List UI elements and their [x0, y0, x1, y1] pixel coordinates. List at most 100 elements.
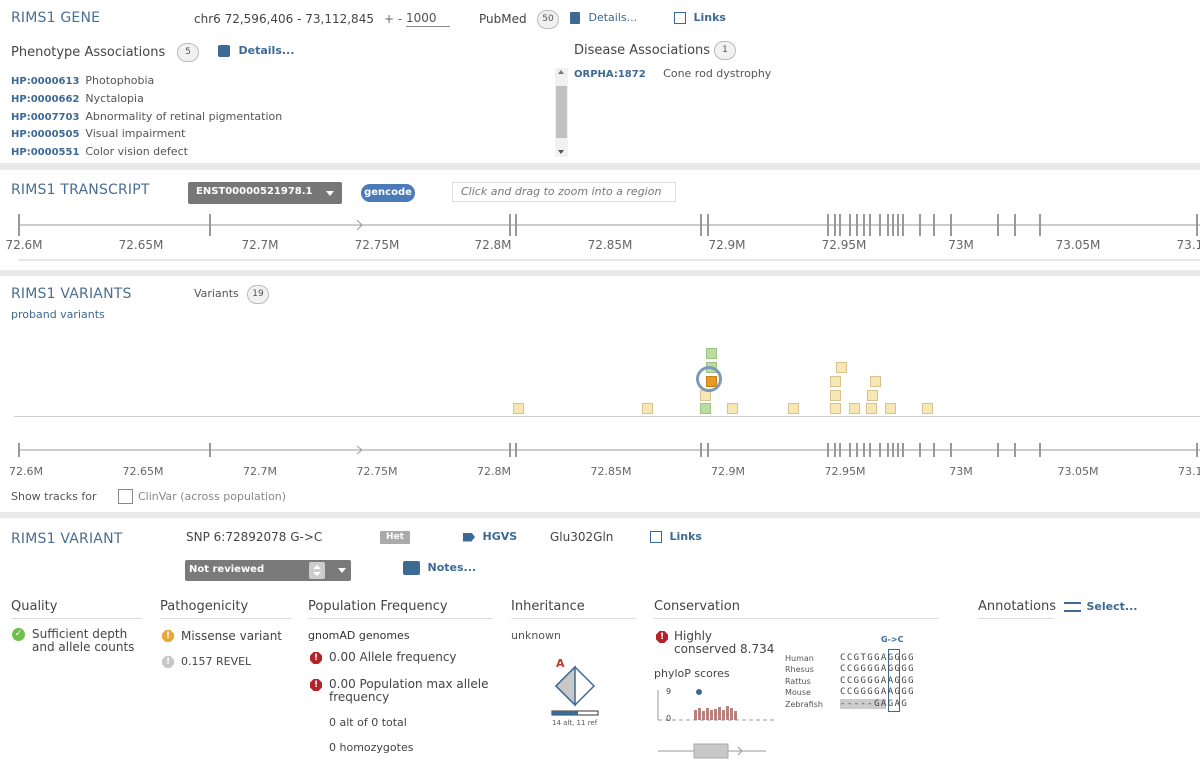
exon-marks: [18, 443, 1198, 457]
list-check-icon: [1064, 602, 1081, 612]
phylop-max: 9: [666, 687, 672, 696]
divider: [978, 618, 1054, 619]
disease-title: Disease Associations: [574, 43, 711, 58]
gene-region: chr6 72,596,406 - 73,112,845: [194, 12, 374, 26]
annotations-select-button[interactable]: Select...: [1064, 600, 1137, 613]
clinvar-checkbox[interactable]: [118, 489, 133, 504]
hgvs-button[interactable]: HGVS: [463, 530, 517, 543]
transcript-track[interactable]: [0, 200, 1200, 280]
person-card-icon: [218, 45, 230, 57]
phenotype-item[interactable]: HP:0000662 Nyctalopia: [11, 92, 144, 105]
axis-tick: 72.65M: [118, 238, 164, 252]
phenotype-scrollbar[interactable]: [555, 68, 568, 157]
phenotype-item[interactable]: HP:0000505 Visual impairment: [11, 127, 186, 140]
external-link-icon: [674, 12, 686, 24]
hgvs-label: HGVS: [482, 530, 518, 543]
pedigree-letter: A: [556, 657, 565, 670]
scroll-up-arrow[interactable]: [558, 70, 564, 74]
alignment-seq: CCGGGGAGGGG: [840, 664, 916, 674]
pubmed-count-badge[interactable]: 50: [537, 10, 559, 29]
variant-marker[interactable]: [642, 403, 653, 414]
transcript-select[interactable]: ENST00000521978.1: [188, 182, 342, 204]
review-status-select[interactable]: Not reviewed: [185, 560, 351, 581]
scroll-down-arrow[interactable]: [558, 150, 564, 154]
variant-links-button[interactable]: Links: [650, 530, 702, 543]
variant-marker[interactable]: [830, 376, 841, 387]
annotations-select-label: Select...: [1086, 600, 1138, 613]
phenotype-count-badge: 5: [177, 43, 199, 62]
quality-text-2: and allele counts: [32, 640, 135, 654]
variant-marker[interactable]: [849, 403, 860, 414]
phenotype-details-button[interactable]: Details...: [218, 44, 294, 57]
variant-marker[interactable]: [706, 348, 717, 359]
divider: [511, 618, 636, 619]
variant-marker[interactable]: [870, 376, 881, 387]
variant-marker[interactable]: [830, 390, 841, 401]
variant-marker[interactable]: [727, 403, 738, 414]
axis-tick: 73.1M: [1178, 465, 1200, 478]
phenotype-item[interactable]: HP:0000551 Color vision defect: [11, 145, 188, 158]
variant-marker[interactable]: [836, 362, 847, 373]
phylop-bars: [694, 706, 737, 720]
scroll-thumb[interactable]: [556, 86, 567, 138]
revel-score: 0.157 REVEL: [181, 655, 252, 668]
alignment-seq: CCGGGGAAGGG: [840, 676, 916, 686]
popmax-alert-icon: !: [310, 678, 322, 691]
pop-alt-total: 0 alt of 0 total: [329, 716, 407, 729]
phylop-current-dot: [696, 689, 702, 695]
variants-count-badge: 19: [247, 285, 269, 304]
variants-panel: RIMS1 VARIANTS Variants 19 proband varia…: [0, 276, 1200, 512]
zoom-hint: Click and drag to zoom into a region: [452, 182, 676, 202]
axis-tick: 73M: [948, 238, 974, 252]
variant-marker[interactable]: [885, 403, 896, 414]
show-tracks-label: Show tracks for: [11, 490, 97, 503]
clinvar-label[interactable]: ClinVar (across population): [138, 490, 287, 503]
alignment-seq: CCGGGGAAGGG: [840, 687, 916, 697]
axis-tick: 72.7M: [243, 465, 277, 478]
disease-item[interactable]: ORPHA:1872 Cone rod dystrophy: [574, 67, 772, 80]
axis-tick: 72.7M: [241, 238, 279, 252]
pop-source: gnomAD genomes: [308, 629, 410, 642]
axis-tick: 72.95M: [821, 238, 867, 252]
selected-variant-ring: [696, 366, 722, 392]
variant-marker[interactable]: [866, 403, 877, 414]
axis-tick: 73.1M: [1176, 238, 1200, 252]
notes-button[interactable]: Notes...: [403, 561, 476, 575]
variant-marker[interactable]: [700, 403, 711, 414]
axis-tick: 72.6M: [5, 238, 43, 252]
variant-description: SNP 6:72892078 G->C: [186, 530, 323, 544]
revel-alert-icon: !: [162, 655, 174, 668]
variant-marker[interactable]: [922, 403, 933, 414]
variant-marker[interactable]: [788, 403, 799, 414]
gene-mini-track: [658, 743, 766, 759]
variant-marker[interactable]: [830, 403, 841, 414]
gene-links-label: Links: [693, 11, 726, 24]
exon-marks: [18, 214, 1198, 236]
chevron-down-icon: [326, 191, 334, 196]
alignment-seq: -----GAGAG: [840, 699, 909, 709]
gene-title: RIMS1 GENE: [11, 10, 101, 26]
variants-subtitle: proband variants: [11, 308, 105, 321]
gene-details-button[interactable]: Details...: [570, 11, 637, 24]
divider: [308, 618, 493, 619]
phenotype-item[interactable]: HP:0000613 Photophobia: [11, 74, 155, 87]
strand-arrow-icon: [356, 219, 363, 231]
variant-marker[interactable]: [867, 390, 878, 401]
conservation-header: Conservation: [654, 599, 740, 614]
phenotype-title: Phenotype Associations: [11, 45, 166, 60]
alignment-header: G->C: [881, 635, 904, 644]
phylop-min: 0: [666, 714, 672, 723]
variants-gene-track[interactable]: [0, 436, 1200, 466]
divider: [160, 618, 291, 619]
gene-pad-input[interactable]: 1000: [406, 11, 450, 27]
stepper-icon[interactable]: [309, 562, 325, 579]
pedigree-diagram: [551, 665, 599, 716]
phenotype-item[interactable]: HP:0007703 Abnormality of retinal pigment…: [11, 110, 283, 123]
variant-links-label: Links: [669, 530, 702, 543]
axis-tick: 72.75M: [354, 238, 400, 252]
variant-marker[interactable]: [513, 403, 524, 414]
notes-icon: [403, 561, 420, 575]
pathogenicity-consequence: Missense variant: [181, 629, 283, 643]
alignment-seq: CCGTGGAGGGG: [840, 653, 916, 663]
gene-links-button[interactable]: Links: [674, 11, 726, 24]
